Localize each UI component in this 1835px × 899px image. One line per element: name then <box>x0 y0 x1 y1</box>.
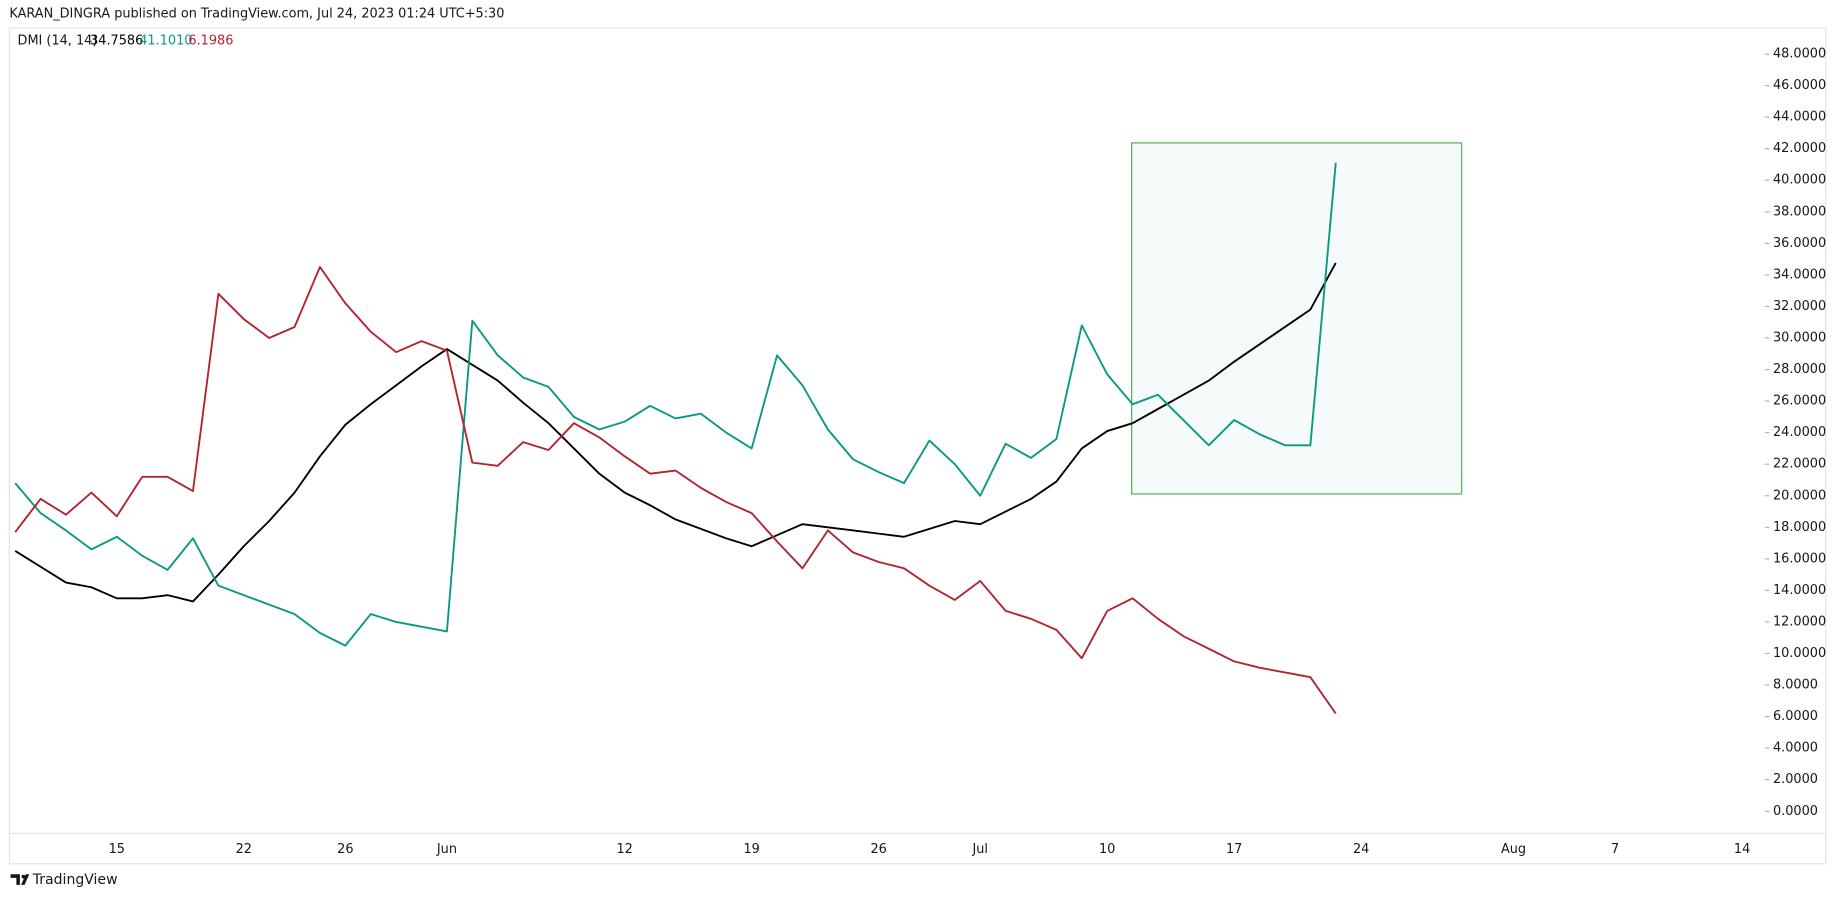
y-tick-label: 38.0000 <box>1773 204 1826 219</box>
y-tick-label: 14.0000 <box>1773 583 1826 598</box>
x-tick-label: Jul <box>971 842 988 857</box>
y-tick-label: 36.0000 <box>1773 236 1826 251</box>
y-tick-label: 40.0000 <box>1773 173 1826 188</box>
y-tick-label: 22.0000 <box>1773 457 1826 472</box>
y-tick-label: 8.0000 <box>1773 678 1818 693</box>
series-line <box>14 262 1337 603</box>
x-tick-label: 7 <box>1611 842 1619 857</box>
x-tick-label: Jun <box>436 842 457 857</box>
x-tick-label: 12 <box>617 842 633 857</box>
y-tick-label: 28.0000 <box>1773 362 1826 377</box>
legend-value: 6.1986 <box>188 34 233 49</box>
x-tick-label: 26 <box>870 842 886 857</box>
y-tick-label: 2.0000 <box>1773 772 1818 787</box>
chart-frame <box>8 27 1827 865</box>
brand-logo <box>10 874 30 885</box>
x-tick-label: 10 <box>1099 842 1115 857</box>
y-tick-label: 12.0000 <box>1773 614 1826 629</box>
y-tick-label: 16.0000 <box>1773 551 1826 566</box>
y-tick-label: 42.0000 <box>1773 141 1826 156</box>
x-tick-label: 14 <box>1734 842 1750 857</box>
y-tick-label: 6.0000 <box>1773 709 1818 724</box>
x-tick-label: 19 <box>743 842 759 857</box>
y-tick-label: 10.0000 <box>1773 646 1826 661</box>
y-tick-label: 18.0000 <box>1773 520 1826 535</box>
x-tick-label: 24 <box>1353 842 1369 857</box>
y-tick-label: 46.0000 <box>1773 78 1826 93</box>
byline: KARAN_DINGRA published on TradingView.co… <box>9 7 504 22</box>
y-tick-label: 32.0000 <box>1773 299 1826 314</box>
y-tick-label: 20.0000 <box>1773 488 1826 503</box>
y-tick-label: 26.0000 <box>1773 394 1826 409</box>
x-tick-label: 15 <box>109 842 125 857</box>
x-tick-label: 17 <box>1226 842 1242 857</box>
legend-value: 34.7586 <box>90 34 143 49</box>
y-tick-label: 44.0000 <box>1773 110 1826 125</box>
indicator-name: DMI (14, 14) <box>18 34 98 49</box>
y-tick-label: 48.0000 <box>1773 47 1826 62</box>
y-tick-label: 30.0000 <box>1773 331 1826 346</box>
x-tick-label: 26 <box>337 842 353 857</box>
legend-value: 41.1010 <box>139 34 192 49</box>
y-tick-label: 4.0000 <box>1773 741 1818 756</box>
series-line <box>14 162 1337 647</box>
series-line <box>14 266 1337 715</box>
x-tick-label: 22 <box>236 842 252 857</box>
x-tick-label: Aug <box>1501 842 1526 857</box>
y-tick-label: 34.0000 <box>1773 267 1826 282</box>
brand-name: TradingView <box>32 872 118 888</box>
y-tick-label: 0.0000 <box>1773 804 1818 819</box>
y-tick-label: 24.0000 <box>1773 425 1826 440</box>
